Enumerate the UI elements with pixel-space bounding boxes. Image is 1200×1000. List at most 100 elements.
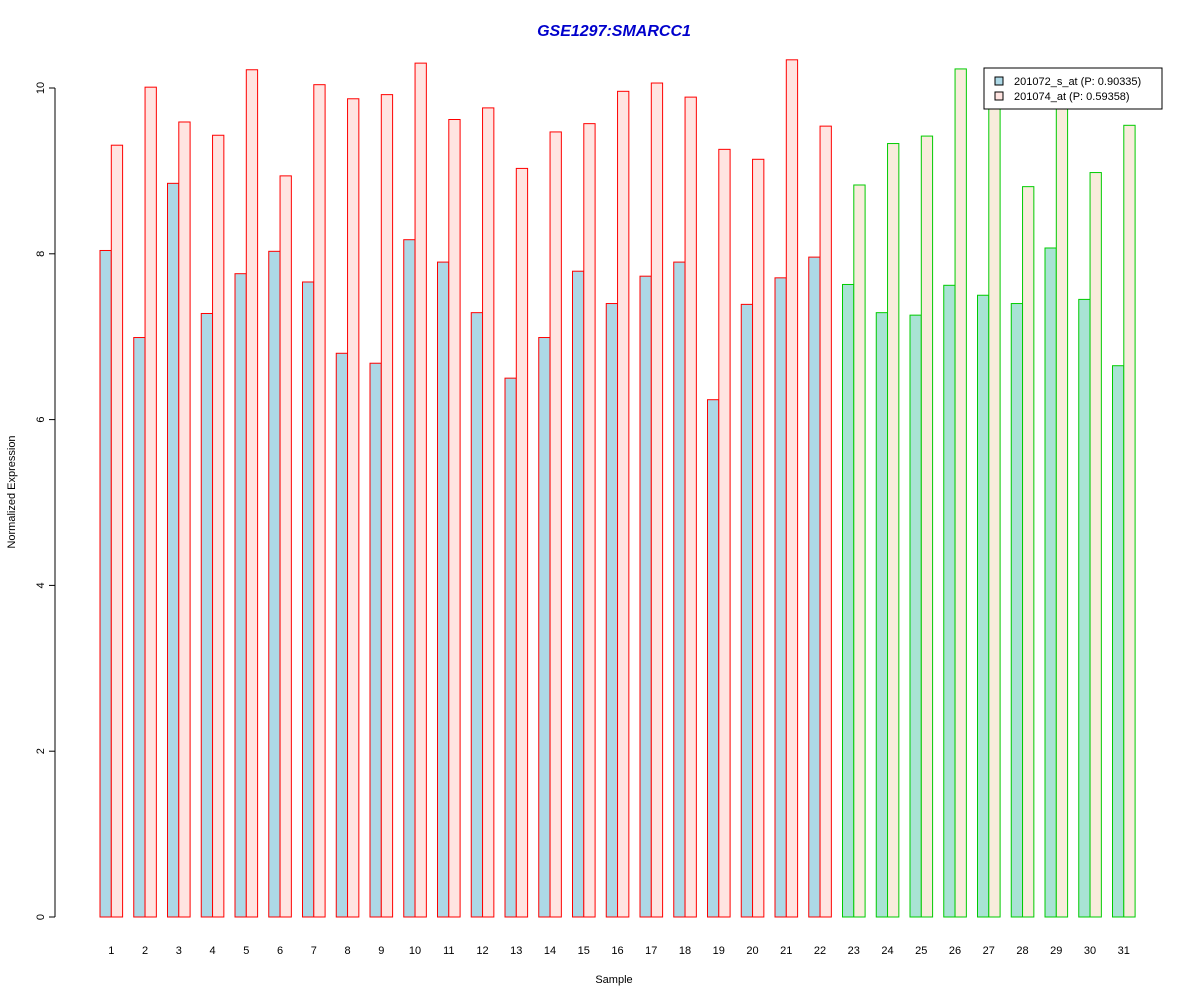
x-tick-label: 28 [1016,945,1028,957]
bar-series-1-sample-13 [504,377,517,918]
x-tick-label: 12 [476,945,488,957]
x-tick-label: 19 [713,945,725,957]
bar-series-2-sample-26 [954,68,967,918]
bar-series-1-sample-2 [133,337,146,918]
bars [99,59,1136,918]
y-tick-label: 0 [35,914,47,920]
x-tick-label: 13 [510,945,522,957]
x-tick-label: 16 [611,945,623,957]
bar-series-2-sample-18 [684,96,697,918]
bar-series-1-sample-4 [200,312,214,918]
bar-series-1-sample-17 [639,275,652,918]
x-tick-label: 8 [344,945,350,957]
bar-series-2-sample-25 [920,135,934,918]
bar-series-2-sample-17 [650,82,664,918]
bar-series-2-sample-13 [515,167,529,918]
x-tick-label: 10 [409,945,421,957]
y-tick-label: 4 [35,582,47,588]
bar-series-2-sample-3 [178,121,191,918]
bar-series-1-sample-11 [437,261,450,918]
bar-series-2-sample-6 [279,175,292,918]
x-tick-label: 15 [578,945,590,957]
bar-series-2-sample-23 [853,184,866,918]
bar-series-1-sample-15 [572,270,585,918]
x-tick-label: 20 [746,945,758,957]
y-tick-label: 8 [35,251,47,257]
x-tick-label: 4 [209,945,215,957]
x-tick-labels: 1 2 3 4 5 6 7 8 9 10 11 12 13 14 15 16 17 18 19 20 21 22 23 24 2… [108,945,1130,957]
legend-label-series-1: 201072_s_at (P: 0.90335) [1014,76,1141,88]
bar-series-1-sample-30 [1078,298,1091,918]
x-tick-label: 22 [814,945,826,957]
bar-series-2-sample-29 [1055,107,1069,918]
legend-swatch-series-1 [994,76,1004,86]
bar-series-1-sample-5 [234,273,247,918]
x-tick-label: 3 [176,945,182,957]
bar-series-2-sample-2 [144,86,157,918]
y-tick-label: 2 [35,748,47,754]
x-tick-label: 24 [881,945,893,957]
bar-series-2-sample-21 [785,59,799,918]
bar-series-2-sample-14 [549,131,562,918]
bar-series-2-sample-9 [380,94,394,918]
bar-series-2-sample-1 [110,144,124,918]
x-tick-label: 5 [243,945,249,957]
bar-series-1-sample-28 [1010,303,1024,918]
bar-series-2-sample-28 [1022,186,1035,918]
bar-series-1-sample-25 [909,314,922,918]
bar-series-2-sample-19 [718,148,731,918]
x-tick-label: 1 [108,945,114,957]
legend-label-series-2: 201074_at (P: 0.59358) [1014,91,1130,103]
x-tick-label: 9 [378,945,384,957]
x-tick-label: 27 [983,945,995,957]
bar-series-2-sample-8 [347,98,360,918]
x-tick-label: 31 [1118,945,1130,957]
legend: 201072_s_at (P: 0.90335) 201074_at (P: 0… [983,67,1163,110]
bar-series-1-sample-18 [673,261,686,918]
bar-series-1-sample-31 [1112,365,1125,918]
bar-series-2-sample-30 [1089,172,1102,918]
bar-series-2-sample-15 [583,123,596,918]
bar-series-1-sample-16 [605,303,619,918]
x-tick-label: 25 [915,945,927,957]
bar-series-2-sample-12 [482,107,495,918]
x-tick-label: 21 [780,945,792,957]
bar-series-1-sample-24 [875,312,889,918]
x-tick-label: 2 [142,945,148,957]
bar-series-2-sample-10 [414,62,427,918]
bar-series-2-sample-7 [313,84,326,918]
bar-series-1-sample-29 [1044,247,1057,918]
x-tick-label: 6 [277,945,283,957]
bar-series-2-sample-20 [752,158,765,918]
legend-box [983,67,1163,110]
legend-swatch-series-2 [994,91,1004,101]
x-tick-label: 7 [311,945,317,957]
bar-series-1-sample-22 [808,256,821,918]
y-axis: 0 2 4 6 8 10 [35,82,56,920]
bar-series-1-sample-14 [538,337,551,918]
x-tick-label: 23 [848,945,860,957]
x-tick-label: 26 [949,945,961,957]
bar-series-1-sample-6 [268,250,281,918]
bar-series-1-sample-21 [774,277,787,918]
bar-series-1-sample-27 [977,294,990,918]
bar-series-1-sample-20 [740,303,754,918]
x-axis-label: Sample [595,974,632,986]
bar-series-1-sample-1 [99,249,112,918]
x-tick-label: 14 [544,945,556,957]
bar-series-2-sample-31 [1123,124,1136,918]
bar-series-1-sample-10 [403,239,416,918]
bar-series-2-sample-22 [819,125,832,918]
x-tick-label: 11 [443,945,454,957]
bar-series-1-sample-19 [707,399,720,918]
bar-series-1-sample-26 [943,284,956,918]
bar-series-1-sample-12 [470,312,484,918]
bar-series-1-sample-3 [167,182,180,918]
bar-series-2-sample-5 [245,69,259,918]
x-tick-label: 29 [1050,945,1062,957]
bar-series-1-sample-9 [369,362,382,918]
bar-series-2-sample-16 [617,90,630,918]
y-tick-label: 10 [35,82,47,94]
chart-title: GSE1297:SMARCC1 [537,23,691,40]
y-axis-label: Normalized Expression [6,435,18,548]
